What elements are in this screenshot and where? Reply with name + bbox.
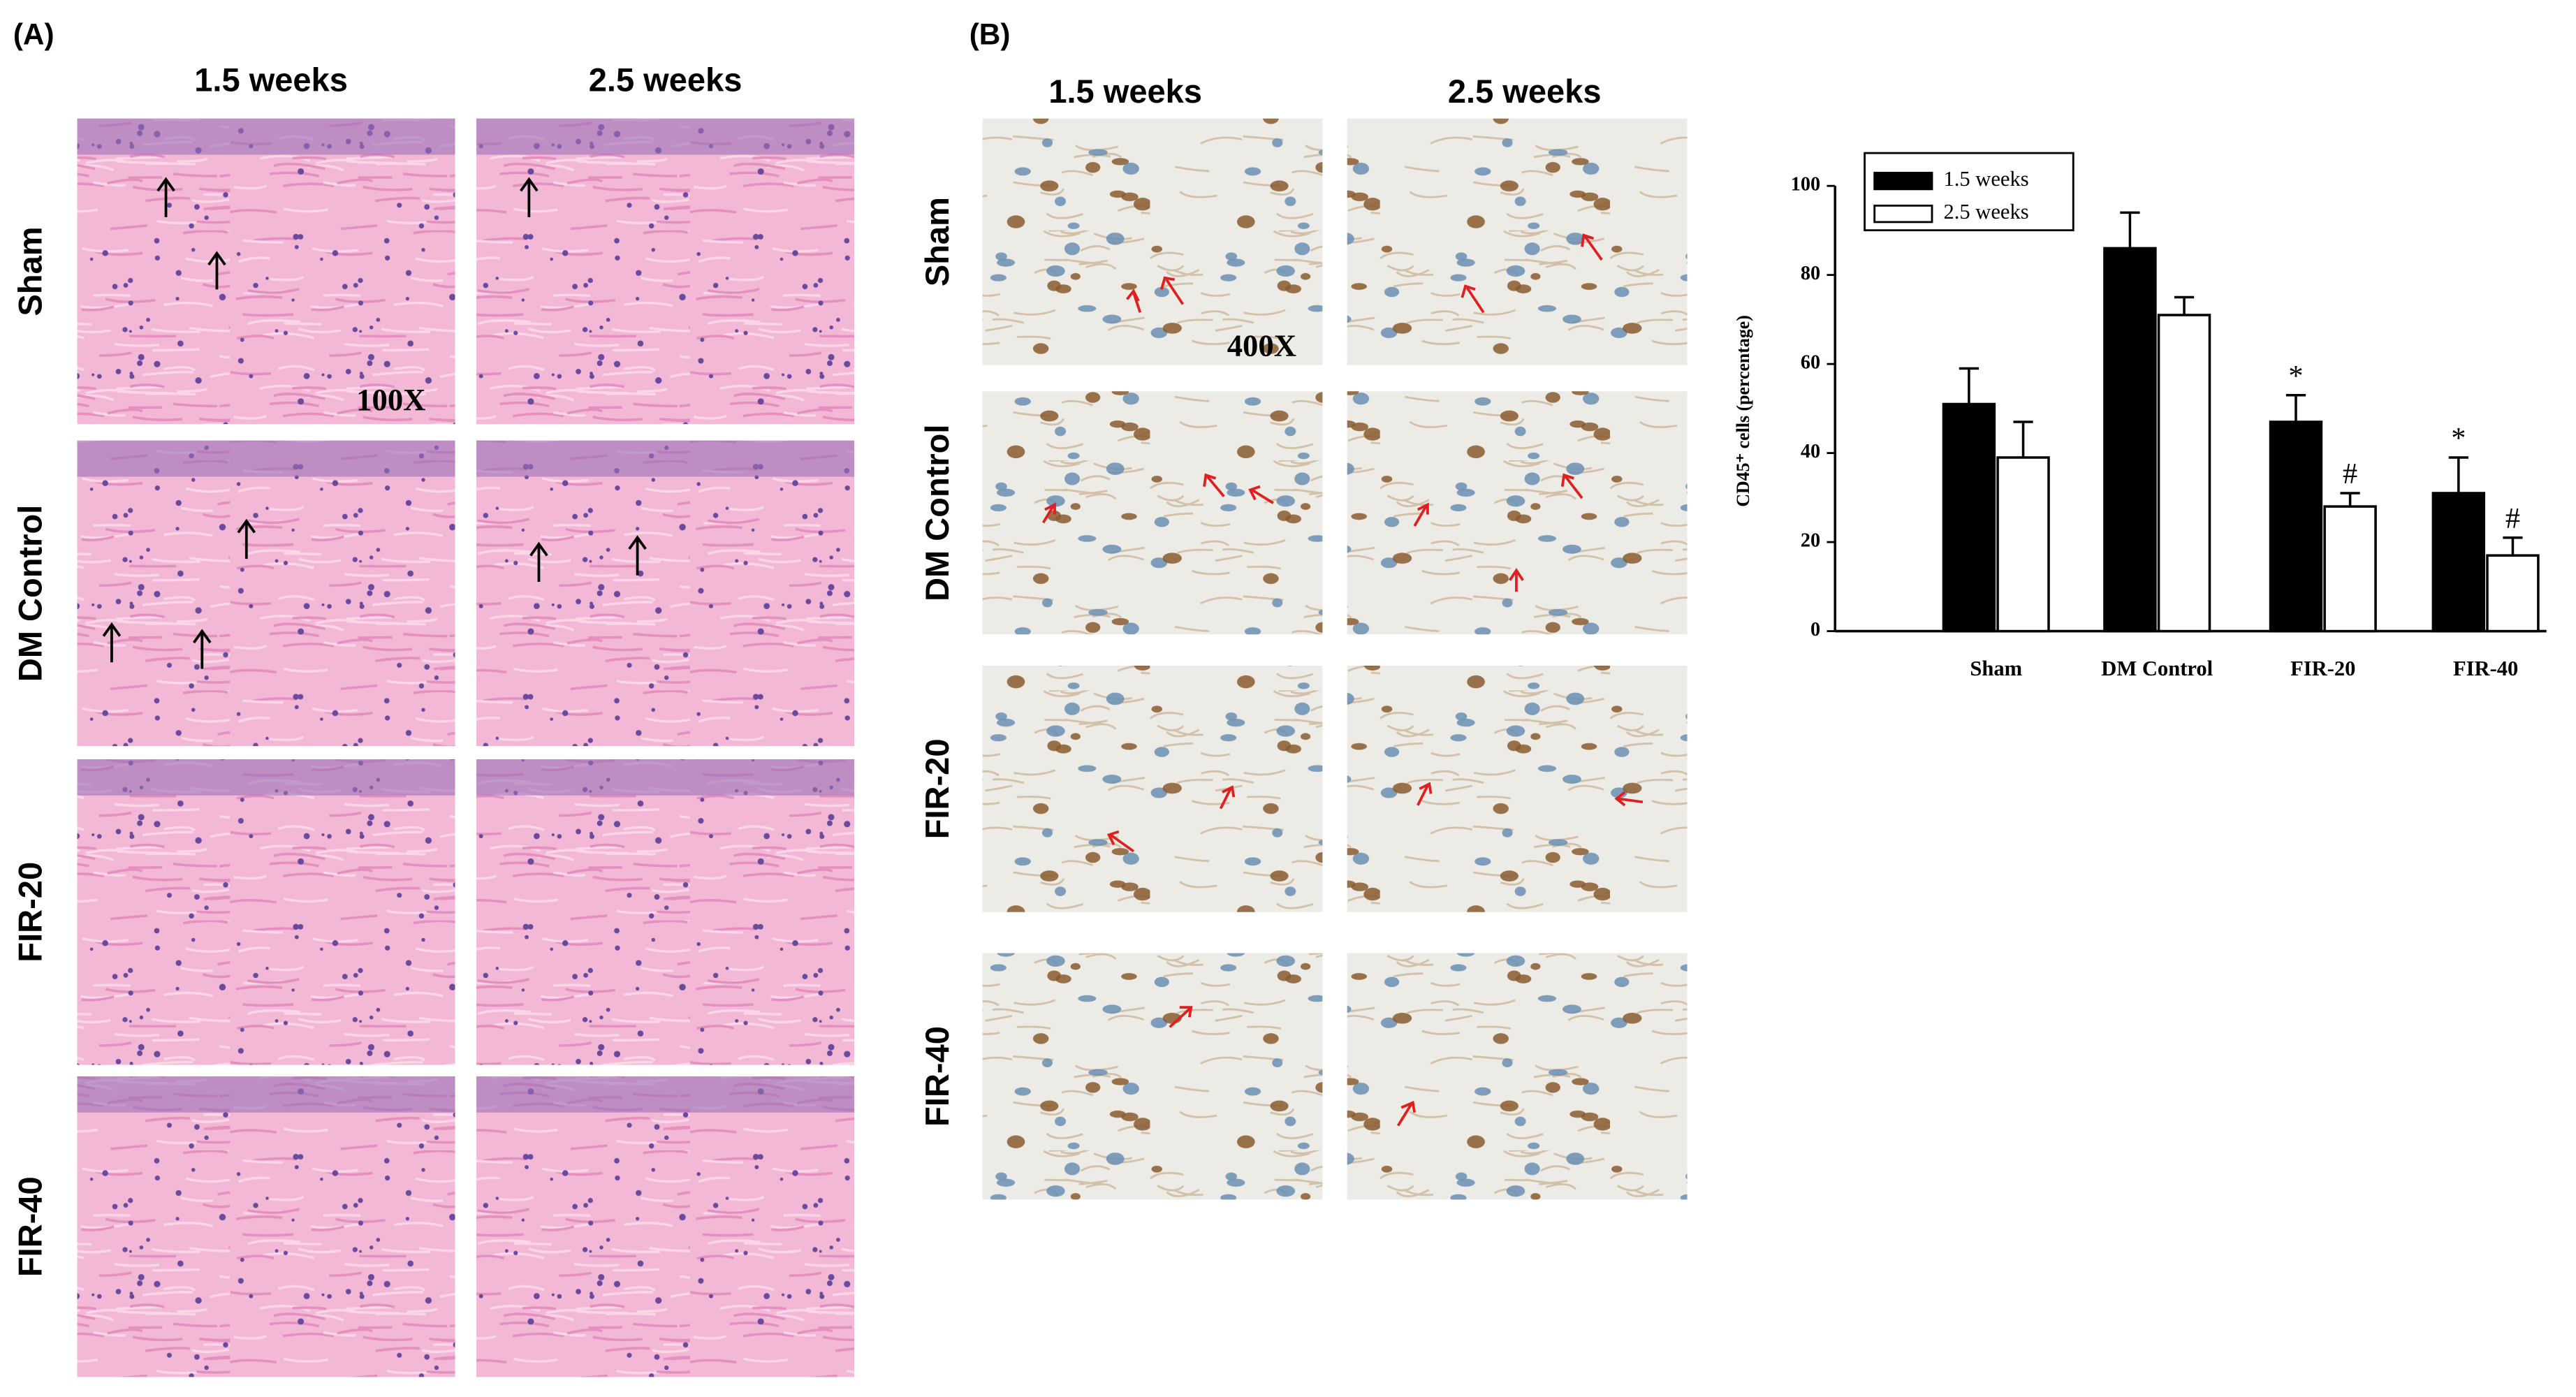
row-label: DM Control <box>919 425 956 601</box>
bar <box>2103 247 2157 633</box>
ihc-image <box>982 391 1323 635</box>
histology-image <box>77 440 455 747</box>
column-header: 1.5 weeks <box>1048 73 1202 110</box>
legend-swatch <box>1873 171 1933 191</box>
y-tick-label: 60 <box>1801 352 1820 374</box>
bar <box>2157 314 2211 633</box>
significance-marker: # <box>2505 502 2520 535</box>
column-header: 1.5 weeks <box>194 61 348 98</box>
ihc-image <box>1347 953 1688 1200</box>
column-header: 2.5 weeks <box>589 61 742 98</box>
y-tick-label: 80 <box>1801 263 1820 284</box>
row-label: Sham <box>11 226 48 316</box>
legend-swatch <box>1873 204 1933 224</box>
significance-marker: * <box>2288 360 2303 393</box>
row-label: FIR-20 <box>11 862 48 963</box>
ihc-image <box>1347 391 1688 635</box>
bar <box>2269 420 2323 633</box>
magnification: 100X <box>356 382 425 417</box>
epidermis <box>476 759 855 796</box>
ihc-image <box>1347 665 1688 912</box>
row-label: DM Control <box>11 505 48 682</box>
ihc-image <box>982 665 1323 912</box>
bar <box>1942 402 1996 633</box>
x-tick-label: FIR-20 <box>2290 657 2355 680</box>
column-header: 2.5 weeks <box>1448 73 1602 110</box>
histology-image <box>77 1076 455 1377</box>
epidermis <box>77 1076 455 1113</box>
x-tick-label: DM Control <box>2101 657 2213 680</box>
histology-image <box>476 1076 855 1377</box>
histology-image <box>77 118 455 425</box>
histology-image <box>77 759 455 1065</box>
y-tick-label: 20 <box>1801 530 1820 552</box>
y-tick-label: 0 <box>1810 619 1820 641</box>
legend-label: 1.5 weeks <box>1943 167 2028 191</box>
legend-label: 2.5 weeks <box>1943 200 2028 224</box>
y-axis-label: CD45⁺ cells (percentage) <box>1733 315 1753 507</box>
epidermis <box>476 440 855 477</box>
arrows <box>102 177 1644 1127</box>
epidermis <box>476 118 855 155</box>
significance-marker: * <box>2451 422 2466 455</box>
histology-image <box>476 440 855 747</box>
y-tick-label: 100 <box>1791 174 1820 196</box>
row-label: FIR-20 <box>919 738 956 839</box>
bar <box>2431 492 2486 633</box>
ihc-image <box>982 118 1323 365</box>
row-label: FIR-40 <box>11 1176 48 1277</box>
histology-image <box>476 118 855 425</box>
bar <box>2486 554 2540 633</box>
bar <box>1996 456 2050 633</box>
epidermis <box>476 1076 855 1113</box>
panel-label: (B) <box>969 17 1011 50</box>
panel-label: (A) <box>13 17 54 50</box>
bar <box>2323 505 2377 633</box>
row-label: Sham <box>919 197 956 286</box>
epidermis <box>77 118 455 155</box>
y-tick-label: 40 <box>1801 441 1820 462</box>
epidermis <box>77 759 455 796</box>
x-tick-label: FIR-40 <box>2453 657 2518 680</box>
histology-image <box>476 759 855 1065</box>
ihc-image <box>982 953 1323 1200</box>
magnification: 400X <box>1227 328 1296 363</box>
ihc-image <box>1347 118 1688 365</box>
bar-chart: 0 20 40 60 80 100 CD45⁺ cells (percentage) * * # #… <box>1733 152 2547 680</box>
row-label: FIR-40 <box>919 1026 956 1127</box>
x-tick-label: Sham <box>1970 657 2022 680</box>
epidermis <box>77 440 455 477</box>
significance-marker: # <box>2343 458 2357 490</box>
